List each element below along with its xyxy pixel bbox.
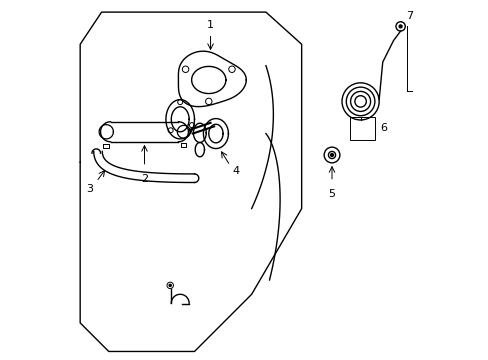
Circle shape	[330, 154, 333, 157]
Bar	[349, 117, 374, 140]
Circle shape	[169, 284, 171, 287]
Text: 1: 1	[206, 19, 214, 30]
Text: 3: 3	[86, 184, 94, 194]
Text: 4: 4	[231, 166, 239, 176]
Text: 6: 6	[380, 123, 386, 133]
Circle shape	[398, 25, 401, 28]
Text: 2: 2	[141, 174, 148, 184]
Text: 7: 7	[405, 11, 412, 21]
Text: 5: 5	[328, 189, 335, 199]
